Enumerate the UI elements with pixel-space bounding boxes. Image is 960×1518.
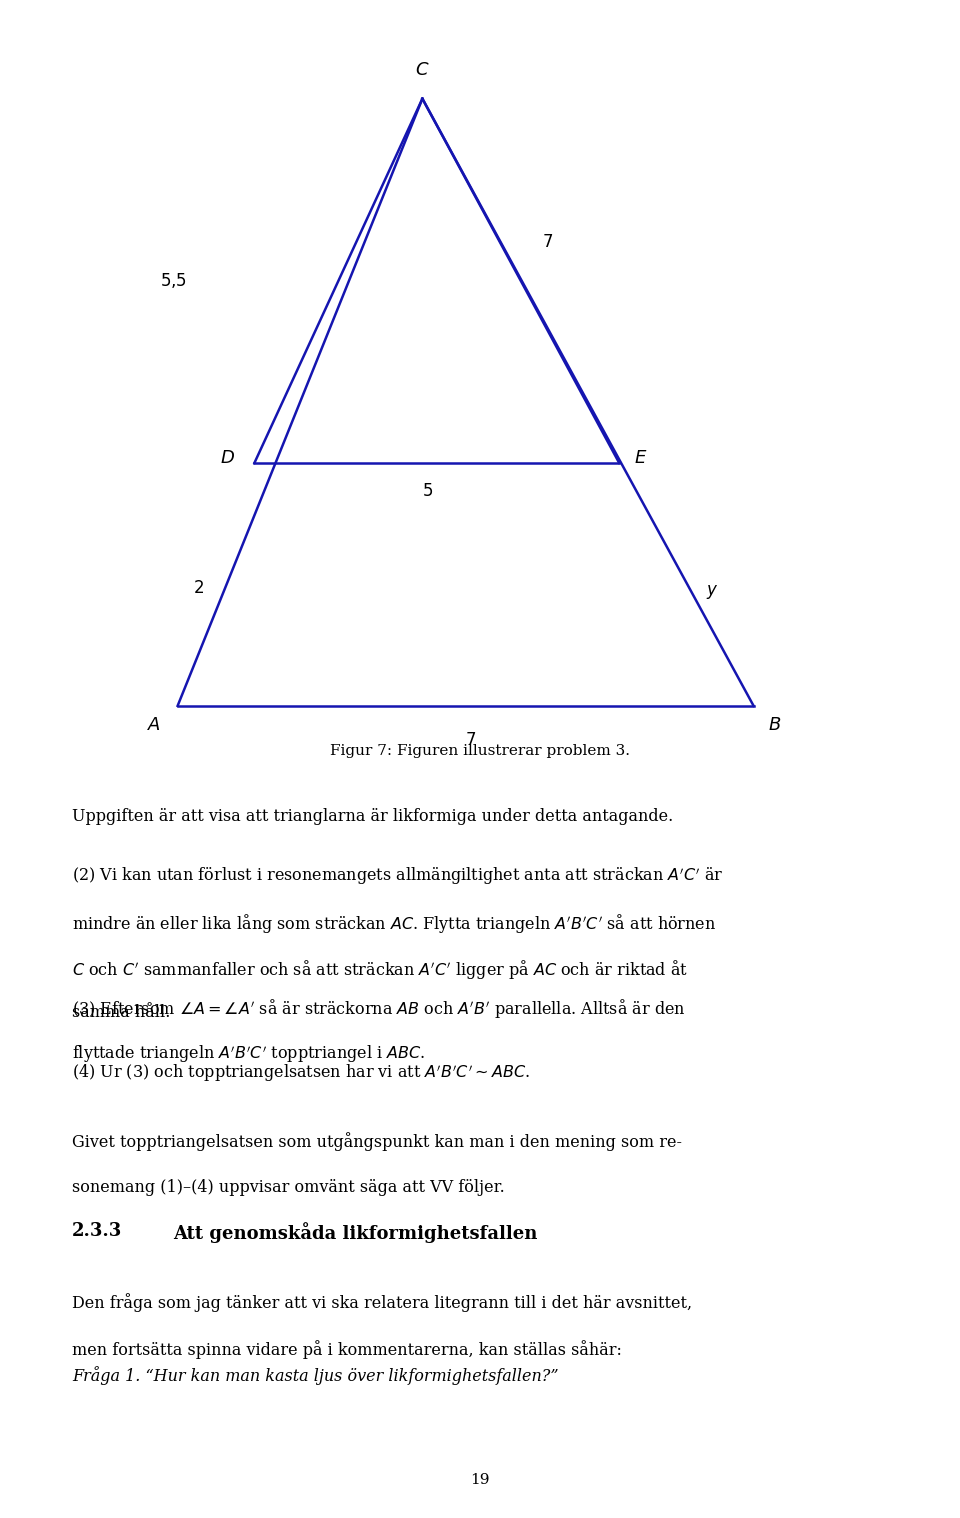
- Text: samma håll.: samma håll.: [72, 1005, 170, 1022]
- Text: Givet topptriangelsatsen som utgångspunkt kan man i den mening som re-: Givet topptriangelsatsen som utgångspunk…: [72, 1132, 682, 1151]
- Text: Uppgiften är att visa att trianglarna är likformiga under detta antagande.: Uppgiften är att visa att trianglarna är…: [72, 808, 673, 824]
- Text: sonemang (1)–(4) uppvisar omvänt säga att VV följer.: sonemang (1)–(4) uppvisar omvänt säga at…: [72, 1178, 505, 1196]
- Text: Figur 7: Figuren illustrerar problem 3.: Figur 7: Figuren illustrerar problem 3.: [330, 744, 630, 757]
- Text: Den fråga som jag tänker att vi ska relatera litegrann till i det här avsnittet,: Den fråga som jag tänker att vi ska rela…: [72, 1293, 692, 1312]
- Text: men fortsätta spinna vidare på i kommentarerna, kan ställas såhär:: men fortsätta spinna vidare på i komment…: [72, 1340, 622, 1359]
- Text: 19: 19: [470, 1472, 490, 1488]
- Text: $B$: $B$: [768, 716, 781, 735]
- Text: $2$: $2$: [194, 580, 204, 598]
- Text: Fråga 1. “Hur kan man kasta ljus över likformighetsfallen?”: Fråga 1. “Hur kan man kasta ljus över li…: [72, 1366, 559, 1384]
- Text: $C$: $C$: [415, 61, 430, 79]
- Text: (4) Ur (3) och topptriangelsatsen har vi att $A'B'C' \sim ABC$.: (4) Ur (3) och topptriangelsatsen har vi…: [72, 1063, 530, 1084]
- Text: $E$: $E$: [634, 449, 647, 468]
- Text: $7$: $7$: [542, 234, 554, 252]
- Text: $5{,}5$: $5{,}5$: [160, 272, 187, 290]
- Text: 2.3.3: 2.3.3: [72, 1222, 122, 1240]
- Text: mindre än eller lika lång som sträckan $AC$. Flytta triangeln $A'B'C'$ så att hö: mindre än eller lika lång som sträckan $…: [72, 911, 716, 935]
- Text: $D$: $D$: [220, 449, 235, 468]
- Text: $7$: $7$: [465, 732, 476, 748]
- Text: Att genomskåda likformighetsfallen: Att genomskåda likformighetsfallen: [173, 1222, 538, 1243]
- Text: (3) Eftersom $\angle A = \angle A'$ så är sträckorna $AB$ och $A'B'$ parallella.: (3) Eftersom $\angle A = \angle A'$ så ä…: [72, 997, 685, 1020]
- Text: $5$: $5$: [421, 483, 433, 499]
- Text: (2) Vi kan utan förlust i resonemangets allmängiltighet anta att sträckan $A'C'$: (2) Vi kan utan förlust i resonemangets …: [72, 865, 724, 887]
- Text: $y$: $y$: [706, 583, 718, 601]
- Text: $C$ och $C'$ sammanfaller och så att sträckan $A'C'$ ligger på $AC$ och är rikta: $C$ och $C'$ sammanfaller och så att str…: [72, 958, 688, 981]
- Text: $A$: $A$: [147, 716, 161, 735]
- Text: flyttade triangeln $A'B'C'$ topptriangel i $ABC$.: flyttade triangeln $A'B'C'$ topptriangel…: [72, 1044, 425, 1066]
